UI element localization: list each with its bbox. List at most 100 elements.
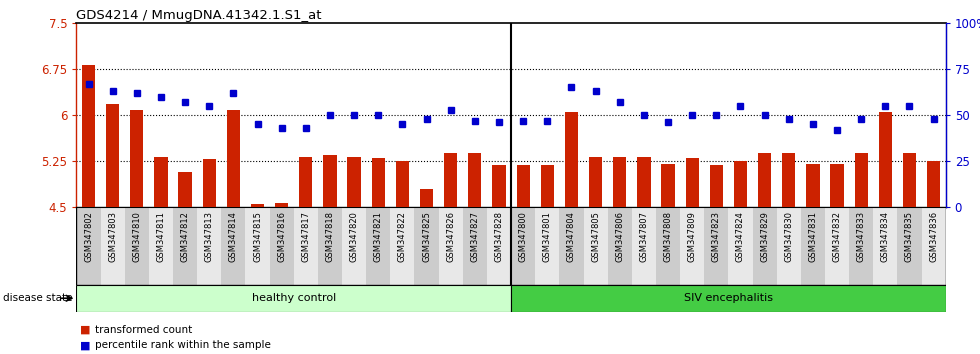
Bar — [535, 207, 560, 285]
Text: GSM347804: GSM347804 — [567, 211, 576, 262]
Bar — [492, 165, 506, 207]
Bar — [564, 112, 578, 207]
Bar — [927, 161, 940, 207]
Bar — [270, 207, 294, 285]
Text: GSM347807: GSM347807 — [639, 211, 649, 262]
Bar — [371, 158, 385, 207]
Bar — [825, 207, 849, 285]
Bar — [367, 207, 390, 285]
Bar — [632, 207, 656, 285]
Bar — [873, 207, 898, 285]
Bar — [173, 207, 197, 285]
Bar — [149, 207, 173, 285]
Bar — [541, 165, 554, 207]
Text: GSM347814: GSM347814 — [229, 211, 238, 262]
Bar — [299, 157, 313, 207]
Bar — [348, 157, 361, 207]
Text: GSM347815: GSM347815 — [253, 211, 262, 262]
Text: healthy control: healthy control — [252, 293, 336, 303]
Text: GSM347800: GSM347800 — [518, 211, 527, 262]
Bar — [463, 207, 487, 285]
Bar — [197, 207, 221, 285]
Bar — [245, 207, 270, 285]
Bar — [758, 153, 771, 207]
Bar — [807, 164, 819, 207]
Bar — [560, 207, 583, 285]
Text: GSM347808: GSM347808 — [663, 211, 672, 262]
Bar — [705, 207, 728, 285]
Bar — [728, 207, 753, 285]
Text: GSM347829: GSM347829 — [760, 211, 769, 262]
Bar — [512, 285, 946, 312]
Bar — [439, 207, 463, 285]
Text: GSM347810: GSM347810 — [132, 211, 141, 262]
Text: GSM347825: GSM347825 — [422, 211, 431, 262]
Bar — [613, 157, 626, 207]
Text: GSM347806: GSM347806 — [615, 211, 624, 262]
Text: GSM347826: GSM347826 — [446, 211, 455, 262]
Text: GSM347802: GSM347802 — [84, 211, 93, 262]
Bar — [106, 104, 120, 207]
Text: GSM347830: GSM347830 — [784, 211, 793, 262]
Bar — [275, 203, 288, 207]
Text: GSM347821: GSM347821 — [373, 211, 383, 262]
Text: disease state: disease state — [3, 293, 73, 303]
Bar — [583, 207, 608, 285]
Bar — [124, 207, 149, 285]
Text: ■: ■ — [80, 340, 91, 350]
Bar — [203, 159, 216, 207]
Bar — [101, 207, 124, 285]
Bar — [516, 165, 530, 207]
Text: GSM347834: GSM347834 — [881, 211, 890, 262]
Bar — [419, 189, 433, 207]
Bar — [512, 207, 535, 285]
Bar — [680, 207, 705, 285]
Bar — [154, 157, 168, 207]
Bar — [921, 207, 946, 285]
Text: ■: ■ — [80, 325, 91, 335]
Text: GSM347831: GSM347831 — [808, 211, 817, 262]
Bar — [226, 110, 240, 207]
Bar — [608, 207, 632, 285]
Bar — [487, 207, 512, 285]
Text: GSM347820: GSM347820 — [350, 211, 359, 262]
Bar — [879, 112, 892, 207]
Bar — [710, 165, 723, 207]
Text: GSM347811: GSM347811 — [157, 211, 166, 262]
Text: GSM347822: GSM347822 — [398, 211, 407, 262]
Bar — [76, 207, 101, 285]
Bar — [849, 207, 873, 285]
Text: GSM347812: GSM347812 — [180, 211, 189, 262]
Bar — [898, 207, 921, 285]
Text: GSM347809: GSM347809 — [688, 211, 697, 262]
Text: SIV encephalitis: SIV encephalitis — [684, 293, 773, 303]
Bar — [221, 207, 245, 285]
Bar — [396, 161, 409, 207]
Text: GSM347801: GSM347801 — [543, 211, 552, 262]
Text: GSM347803: GSM347803 — [108, 211, 118, 262]
Bar — [637, 157, 651, 207]
Text: percentile rank within the sample: percentile rank within the sample — [95, 340, 270, 350]
Text: GSM347818: GSM347818 — [325, 211, 334, 262]
Text: GSM347824: GSM347824 — [736, 211, 745, 262]
Text: GSM347817: GSM347817 — [301, 211, 311, 262]
Text: GDS4214 / MmugDNA.41342.1.S1_at: GDS4214 / MmugDNA.41342.1.S1_at — [76, 9, 322, 22]
Bar — [734, 161, 747, 207]
Bar — [415, 207, 439, 285]
Bar — [444, 153, 458, 207]
Bar — [76, 285, 512, 312]
Bar — [130, 110, 143, 207]
Bar — [82, 65, 95, 207]
Bar — [294, 207, 318, 285]
Bar — [390, 207, 415, 285]
Bar — [468, 153, 481, 207]
Text: GSM347816: GSM347816 — [277, 211, 286, 262]
Bar — [801, 207, 825, 285]
Bar — [686, 158, 699, 207]
Text: GSM347805: GSM347805 — [591, 211, 600, 262]
Text: GSM347828: GSM347828 — [495, 211, 504, 262]
Bar — [782, 153, 796, 207]
Text: GSM347813: GSM347813 — [205, 211, 214, 262]
Bar — [753, 207, 777, 285]
Bar — [830, 164, 844, 207]
